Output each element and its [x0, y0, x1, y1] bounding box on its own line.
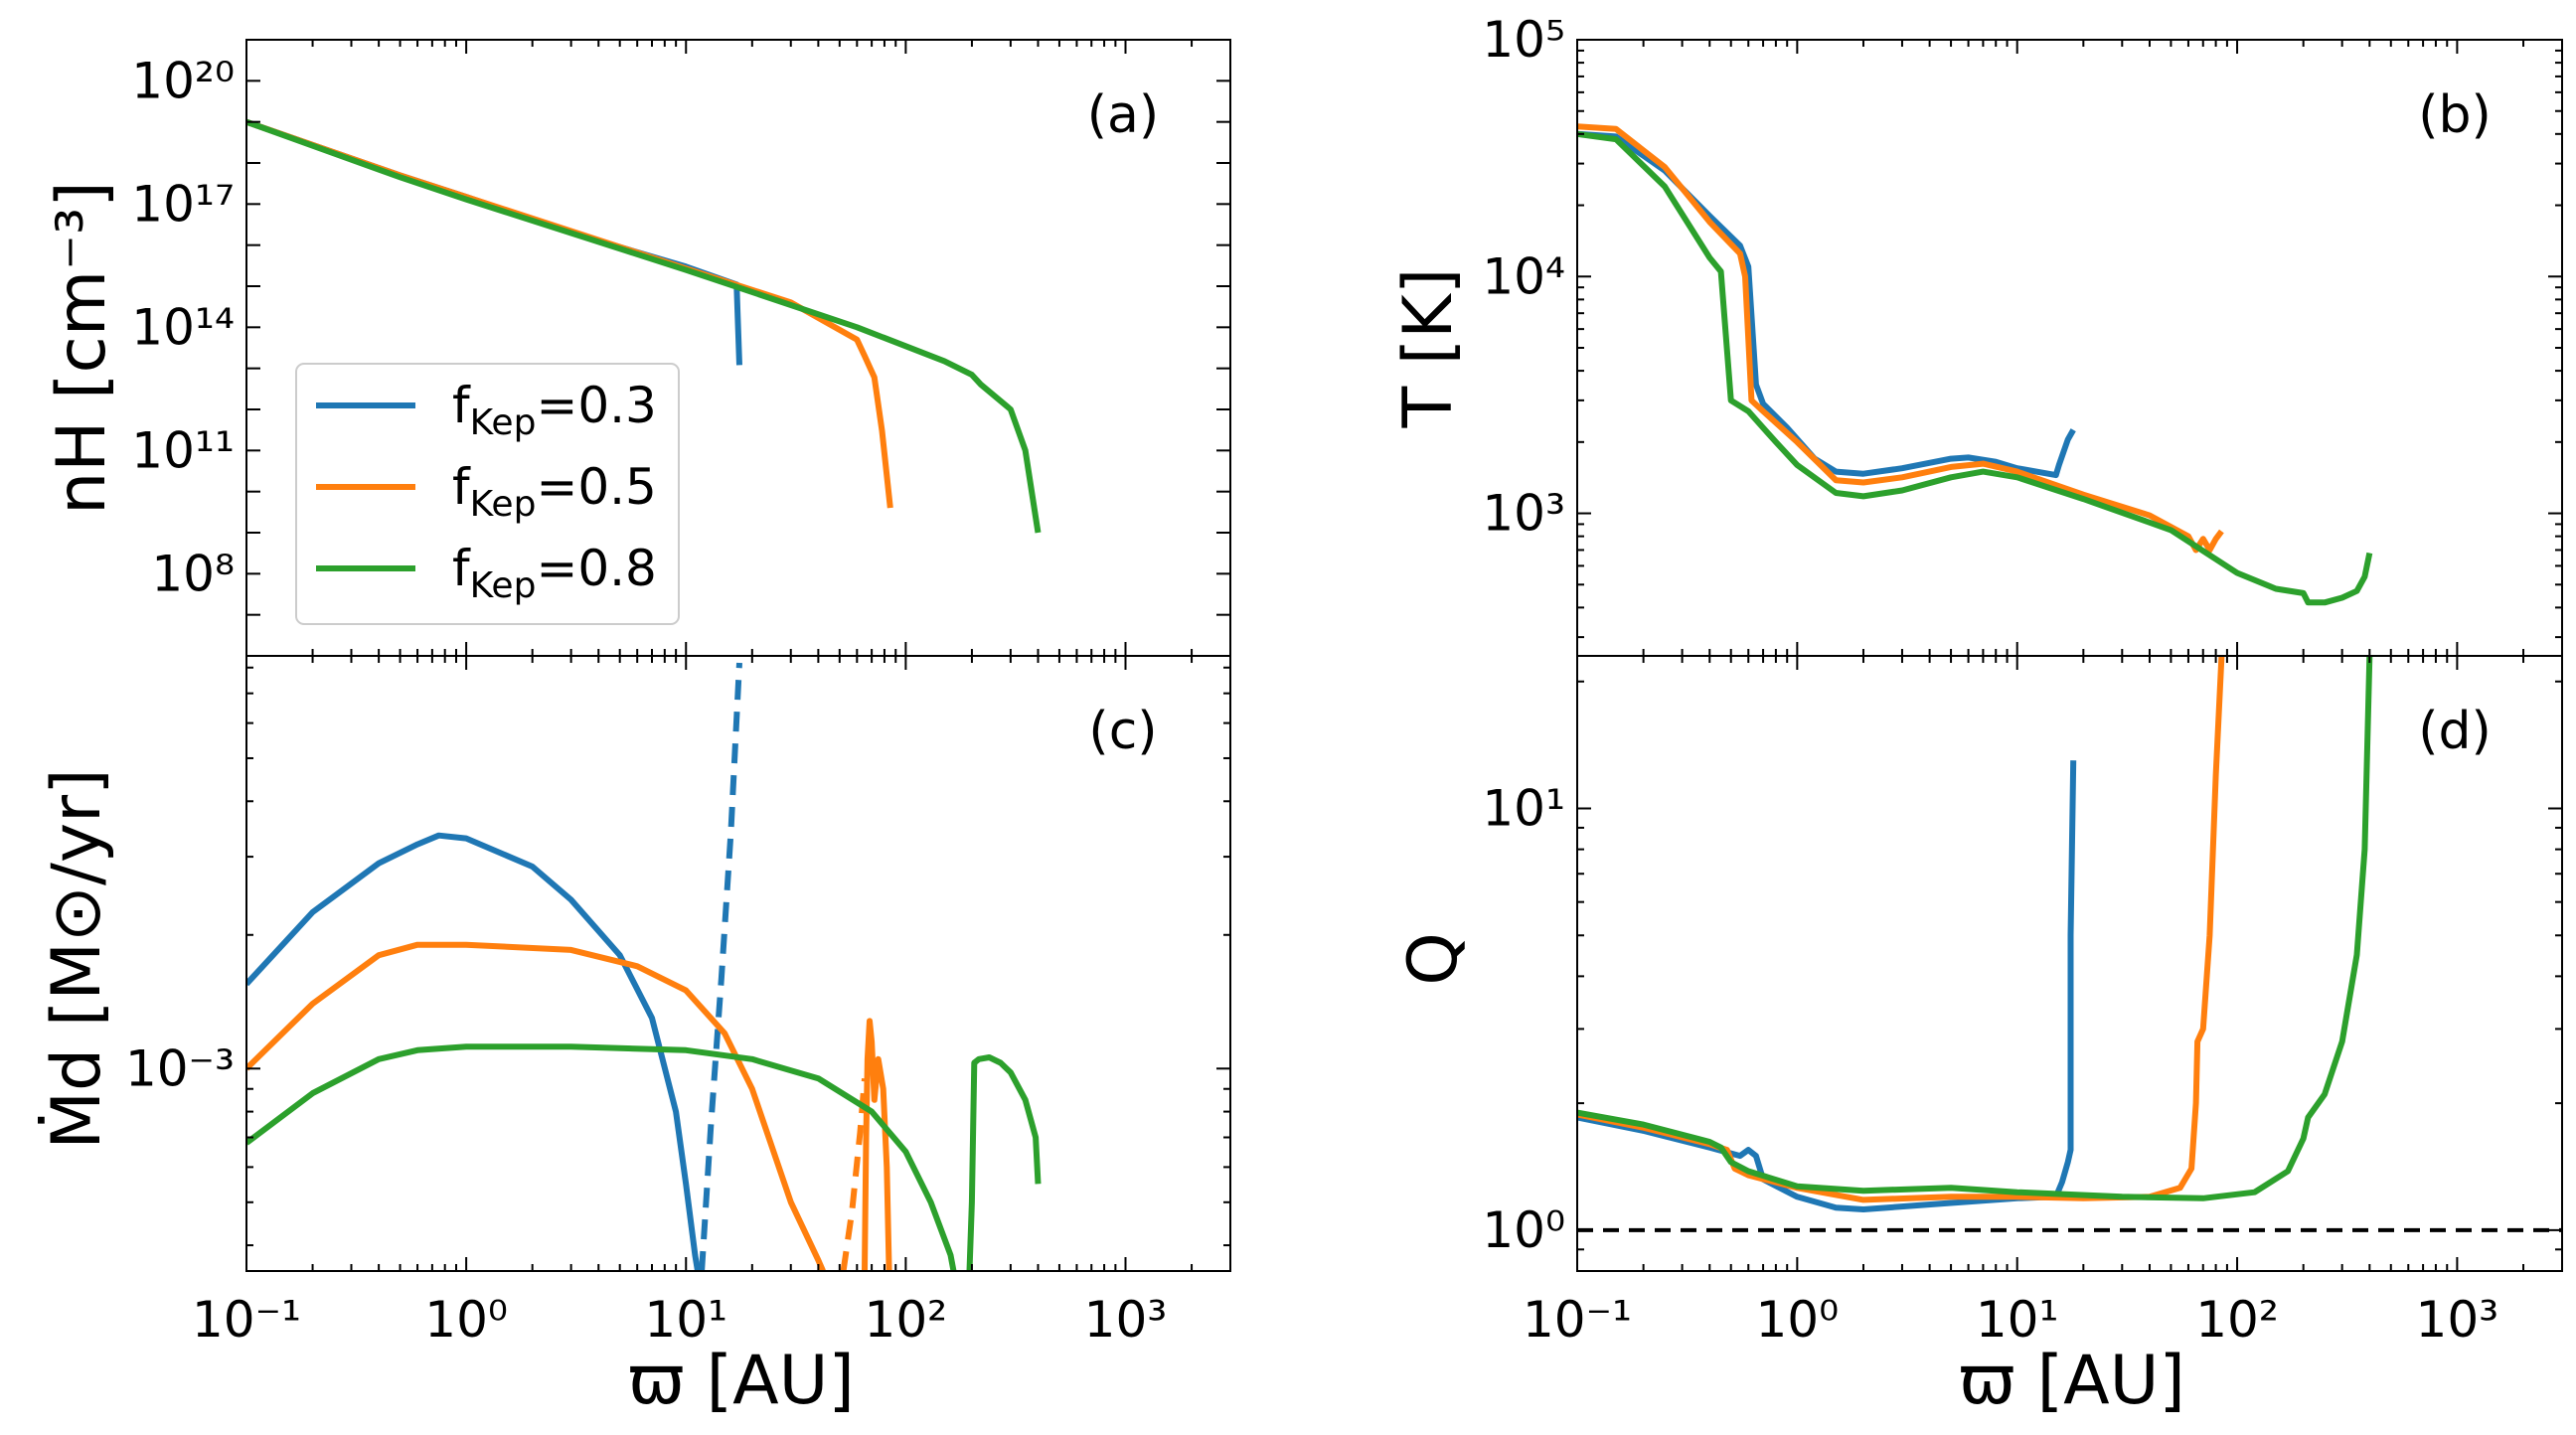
xtick-label: 10⁻¹ — [192, 1291, 301, 1349]
series-line-f-kep-0-5 — [1577, 656, 2225, 1203]
legend-label-1: fKep=0.3 — [452, 377, 657, 443]
series-group — [1577, 123, 2373, 606]
panel-label-a: (a) — [1087, 85, 1159, 145]
series-line-f-kep-0-5 — [862, 1018, 892, 1271]
series-group — [246, 118, 1042, 534]
ylabel-c: Ṁd [M⊙/yr] — [38, 768, 116, 1149]
series-line-f-kep-0-3 — [1577, 760, 2077, 1212]
series-line-f-kep-0-5 — [246, 941, 826, 1271]
ylabel-b: T [K] — [1389, 268, 1468, 429]
xlabel-right: ϖ [AU] — [1959, 1342, 2185, 1420]
xtick-label: 10³ — [2416, 1291, 2499, 1349]
series-group — [1577, 656, 2373, 1212]
panel-b: 10³ 10⁴ 10⁵ — [1482, 11, 2563, 657]
xtick-label: 10³ — [1084, 1291, 1168, 1349]
xtick-label: 10¹ — [1976, 1291, 2059, 1349]
ytick-label-a: 10¹¹ — [131, 421, 235, 479]
ylabel-a: nH [cm⁻³] — [43, 181, 121, 515]
series-line-f-kep-0-3 — [246, 832, 701, 1271]
legend-label-3: fKep=0.8 — [452, 540, 657, 606]
series-group — [246, 662, 1042, 1271]
panel-label-b: (b) — [2418, 85, 2492, 145]
series-line-f-kep-0-8 — [966, 1054, 1042, 1271]
xtick-label: 10⁻¹ — [1523, 1291, 1632, 1349]
ytick-label-d: 10¹ — [1482, 780, 1565, 838]
ylabel-d: Q — [1394, 932, 1473, 986]
series-line-f-kep-0-5 — [1577, 123, 2224, 554]
ytick-label-a: 10¹⁴ — [131, 298, 235, 356]
series-line-f-kep-0-8 — [246, 1043, 957, 1271]
ytick-label-b: 10⁵ — [1482, 11, 1565, 69]
ytick-label-c: 10⁻³ — [125, 1039, 235, 1097]
ytick-label-a: 10²⁰ — [131, 52, 235, 109]
xtick-label: 10² — [865, 1291, 948, 1349]
xlabel-left: ϖ [AU] — [628, 1342, 855, 1420]
xtick-label: 10⁰ — [1756, 1291, 1840, 1349]
panel-label-c: (c) — [1088, 702, 1157, 761]
legend-label-2: fKep=0.5 — [452, 458, 657, 525]
panel-d: 10⁰ 10¹ 10⁻¹ 10⁰ 10¹ 10² 10³ — [1482, 655, 2563, 1349]
axes-frame — [245, 655, 1231, 1272]
xtick-label: 10² — [2195, 1291, 2279, 1349]
xtick-label: 10⁰ — [424, 1291, 508, 1349]
series-line-f-kep-0-3 — [246, 118, 742, 366]
legend: fKep=0.3 fKep=0.5 fKep=0.8 — [295, 363, 680, 625]
ytick-label-a: 10¹⁷ — [131, 175, 235, 233]
series-line-f-kep-0-8 — [246, 118, 1042, 534]
ytick-label-d: 10⁰ — [1482, 1201, 1565, 1259]
xtick-label: 10¹ — [644, 1291, 727, 1349]
series-line-f-kep-0-8 — [1577, 656, 2373, 1201]
ytick-label-b: 10³ — [1482, 485, 1565, 543]
axes-frame — [1576, 655, 2563, 1272]
series-line-f-kep-0-8 — [1577, 130, 2373, 606]
ytick-label-a: 10⁸ — [151, 545, 235, 602]
ytick-label-b: 10⁴ — [1482, 247, 1565, 305]
panel-a: 10⁸ 10¹¹ 10¹⁴ 10¹⁷ 10²⁰ — [131, 39, 1231, 657]
series-line-f-kep-0-3 — [1577, 130, 2076, 479]
series-line-f-kep-0-3-dashed — [699, 662, 742, 1271]
legend-frame — [295, 363, 680, 625]
panel-c: 10⁻³ 10⁻¹ 10⁰ 10¹ 10² 10³ — [125, 655, 1231, 1349]
panel-label-d: (d) — [2418, 702, 2492, 761]
